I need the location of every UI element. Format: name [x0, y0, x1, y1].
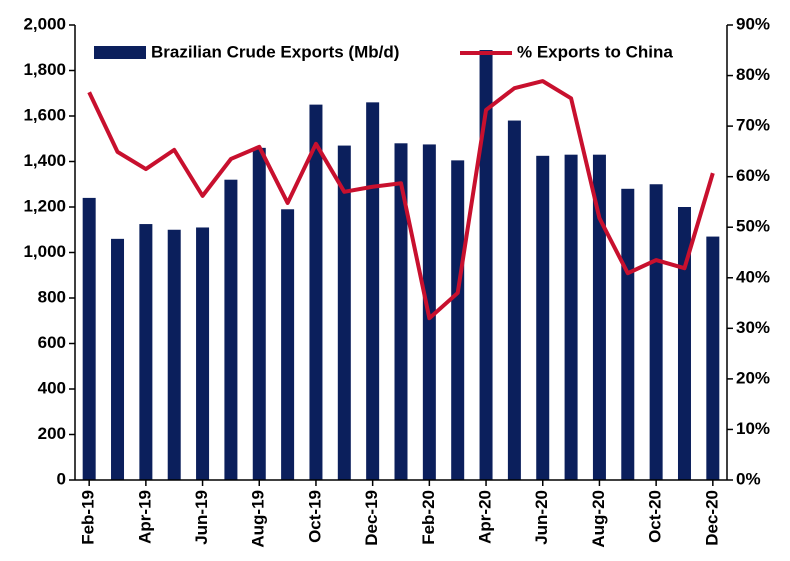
bar — [224, 179, 238, 480]
y2-tick-label: 90% — [736, 14, 770, 33]
bar — [82, 197, 96, 480]
y-tick-label: 800 — [38, 287, 66, 306]
x-tick-label: Dec-20 — [702, 490, 721, 546]
y-tick-label: 400 — [38, 378, 66, 397]
bar — [139, 224, 153, 480]
bar — [507, 120, 521, 481]
bar — [111, 238, 125, 480]
x-tick-label: Aug-19 — [249, 490, 268, 548]
bar — [309, 104, 323, 480]
x-tick-label: Apr-20 — [476, 490, 495, 544]
y2-tick-label: 60% — [736, 166, 770, 185]
x-tick-label: Feb-20 — [419, 490, 438, 545]
y2-tick-label: 70% — [736, 116, 770, 135]
x-tick-label: Feb-19 — [79, 490, 98, 545]
bar — [564, 154, 578, 481]
legend-label: % Exports to China — [517, 42, 673, 61]
bar — [281, 209, 295, 480]
x-tick-label: Jun-20 — [532, 490, 551, 545]
y2-tick-label: 50% — [736, 217, 770, 236]
x-tick-label: Oct-19 — [305, 490, 324, 543]
y2-tick-label: 20% — [736, 368, 770, 387]
y2-tick-label: 0% — [736, 469, 761, 488]
x-tick-label: Apr-19 — [135, 490, 154, 544]
y-tick-label: 1,600 — [23, 105, 66, 124]
x-tick-label: Dec-19 — [362, 490, 381, 546]
bar — [366, 102, 380, 480]
y2-tick-label: 40% — [736, 267, 770, 286]
x-tick-label: Jun-19 — [192, 490, 211, 545]
x-tick-label: Oct-20 — [646, 490, 665, 543]
bar — [196, 227, 210, 480]
y-tick-label: 0 — [57, 469, 66, 488]
bar — [167, 229, 181, 480]
bar — [621, 188, 635, 481]
y2-tick-label: 10% — [736, 419, 770, 438]
bar — [677, 207, 691, 480]
y-tick-label: 1,200 — [23, 196, 66, 215]
y-tick-label: 1,800 — [23, 60, 66, 79]
bar — [394, 143, 408, 481]
bar — [536, 155, 550, 480]
bar — [479, 50, 493, 481]
bar — [252, 147, 266, 480]
y-tick-label: 1,400 — [23, 151, 66, 170]
legend-swatch — [94, 46, 146, 59]
x-tick-label: Aug-20 — [589, 490, 608, 548]
y-tick-label: 2,000 — [23, 14, 66, 33]
line — [87, 79, 715, 321]
legend-label: Brazilian Crude Exports (Mb/d) — [151, 42, 399, 61]
y-tick-label: 600 — [38, 333, 66, 352]
y2-tick-label: 30% — [736, 318, 770, 337]
y-tick-label: 1,000 — [23, 242, 66, 261]
bar — [451, 160, 465, 481]
y-tick-label: 200 — [38, 424, 66, 443]
bar — [649, 184, 663, 480]
bar — [337, 145, 351, 480]
bar — [706, 236, 720, 480]
bar — [592, 154, 606, 481]
y2-tick-label: 80% — [736, 65, 770, 84]
